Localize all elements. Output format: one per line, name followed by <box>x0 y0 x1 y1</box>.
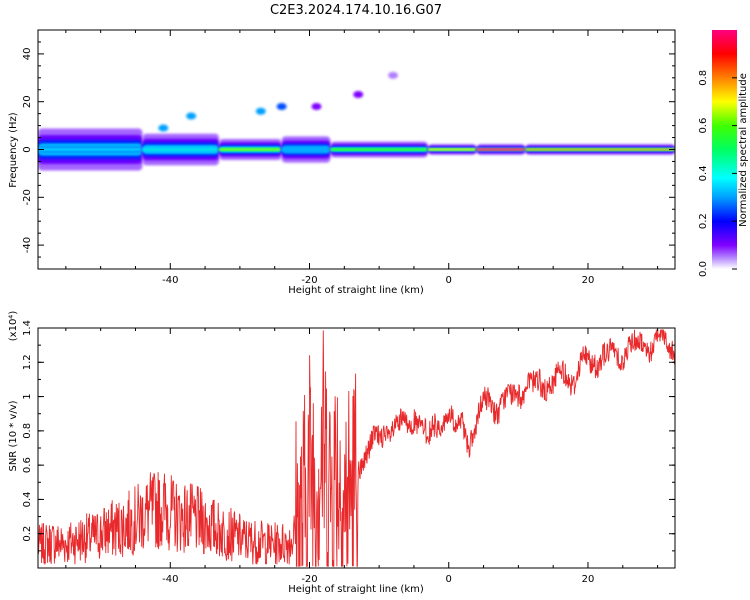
spectrogram-blob <box>311 102 322 110</box>
snr-series-line <box>38 329 675 567</box>
spectrogram-blob <box>186 112 197 120</box>
colorbar: 0.0 0.2 0.4 0.6 0.8 Normalized spectral ampl… <box>698 30 749 277</box>
spectrogram-ridge-segment <box>281 148 331 151</box>
spectrogram-blob <box>255 107 266 115</box>
colorbar-tick-label: 0.6 <box>698 118 709 134</box>
snr-y-tick-label: 0.8 <box>22 423 33 439</box>
colorbar-tick-label: 0.0 <box>698 261 709 277</box>
spectrogram-blob <box>158 124 169 132</box>
spectrogram-x-tick-label: -40 <box>162 275 178 286</box>
snr-y-tick-label: 0.6 <box>22 457 33 473</box>
figure-title: C2E3.2024.174.10.16.G07 <box>270 3 442 18</box>
spectrogram-y-tick-label: -40 <box>22 237 33 253</box>
colorbar-label: Normalized spectral amplitude <box>738 73 749 227</box>
spectrogram-blob <box>276 102 287 110</box>
snr-x-tick-label: 0 <box>446 574 452 585</box>
spectrogram-plot-area <box>38 71 675 171</box>
snr-y-multiplier: (x10⁴) <box>8 311 19 342</box>
spectrogram-ridge-segment <box>142 148 220 151</box>
snr-y-tick-label: 1.2 <box>22 354 33 370</box>
colorbar-tick-label: 0.2 <box>698 213 709 229</box>
spectrogram-x-tick-label: -20 <box>301 275 317 286</box>
snr-x-tick-label: -20 <box>301 574 317 585</box>
spectrogram-y-tick-label: 0 <box>22 146 33 152</box>
spectrogram-x-tick-label: 20 <box>582 275 595 286</box>
spectrogram-y-tick-label: -20 <box>22 189 33 205</box>
spectrogram-panel: -40 -20 0 20 -40 -20 0 20 40 Height of straight … <box>8 29 676 296</box>
snr-x-tick-label: 20 <box>582 574 595 585</box>
colorbar-tick-label: 0.4 <box>698 165 709 181</box>
spectrogram-x-tick-label: 0 <box>446 275 452 286</box>
spectrogram-ridge-segment <box>330 148 428 151</box>
spectrogram-y-axis-label: Frequency (Hz) <box>8 112 19 188</box>
spectrogram-y-tick-label: 40 <box>22 48 33 61</box>
spectrogram-blob <box>388 71 399 79</box>
spectrogram-ridge-segment <box>525 148 675 151</box>
snr-y-axis-label: SNR (10 * v/v) <box>8 400 19 471</box>
snr-x-tick-label: -40 <box>162 574 178 585</box>
spectrogram-x-axis-label: Height of straight line (km) <box>288 285 424 296</box>
colorbar-gradient <box>712 30 737 269</box>
colorbar-tick-label: 0.8 <box>698 70 709 86</box>
spectrogram-ticks: -40 -20 0 20 -40 -20 0 20 40 <box>22 30 675 286</box>
spectrogram-blob <box>353 91 364 99</box>
spectrogram-ridge-segment <box>476 148 526 151</box>
snr-y-tick-label: 1.4 <box>22 320 33 336</box>
spectrogram-ridge-segment <box>219 148 282 151</box>
snr-y-tick-label: 1 <box>22 393 33 399</box>
spectrogram-y-tick-label: 20 <box>22 95 33 108</box>
colorbar-ticks: 0.0 0.2 0.4 0.6 0.8 <box>698 70 737 277</box>
snr-ticks: -40 -20 0 20 0.2 0.4 0.6 0.8 1 1.2 1.4 <box>22 320 675 585</box>
snr-panel: -40 -20 0 20 0.2 0.4 0.6 0.8 1 1.2 1.4 Height of s… <box>8 311 676 595</box>
snr-plot-area <box>38 329 675 567</box>
snr-y-tick-label: 0.4 <box>22 491 33 507</box>
snr-x-axis-label: Height of straight line (km) <box>288 584 424 595</box>
spectrogram-ridge-segment <box>38 147 143 152</box>
spectrogram-ridge-segment <box>427 148 477 151</box>
snr-y-tick-label: 0.2 <box>22 526 33 542</box>
